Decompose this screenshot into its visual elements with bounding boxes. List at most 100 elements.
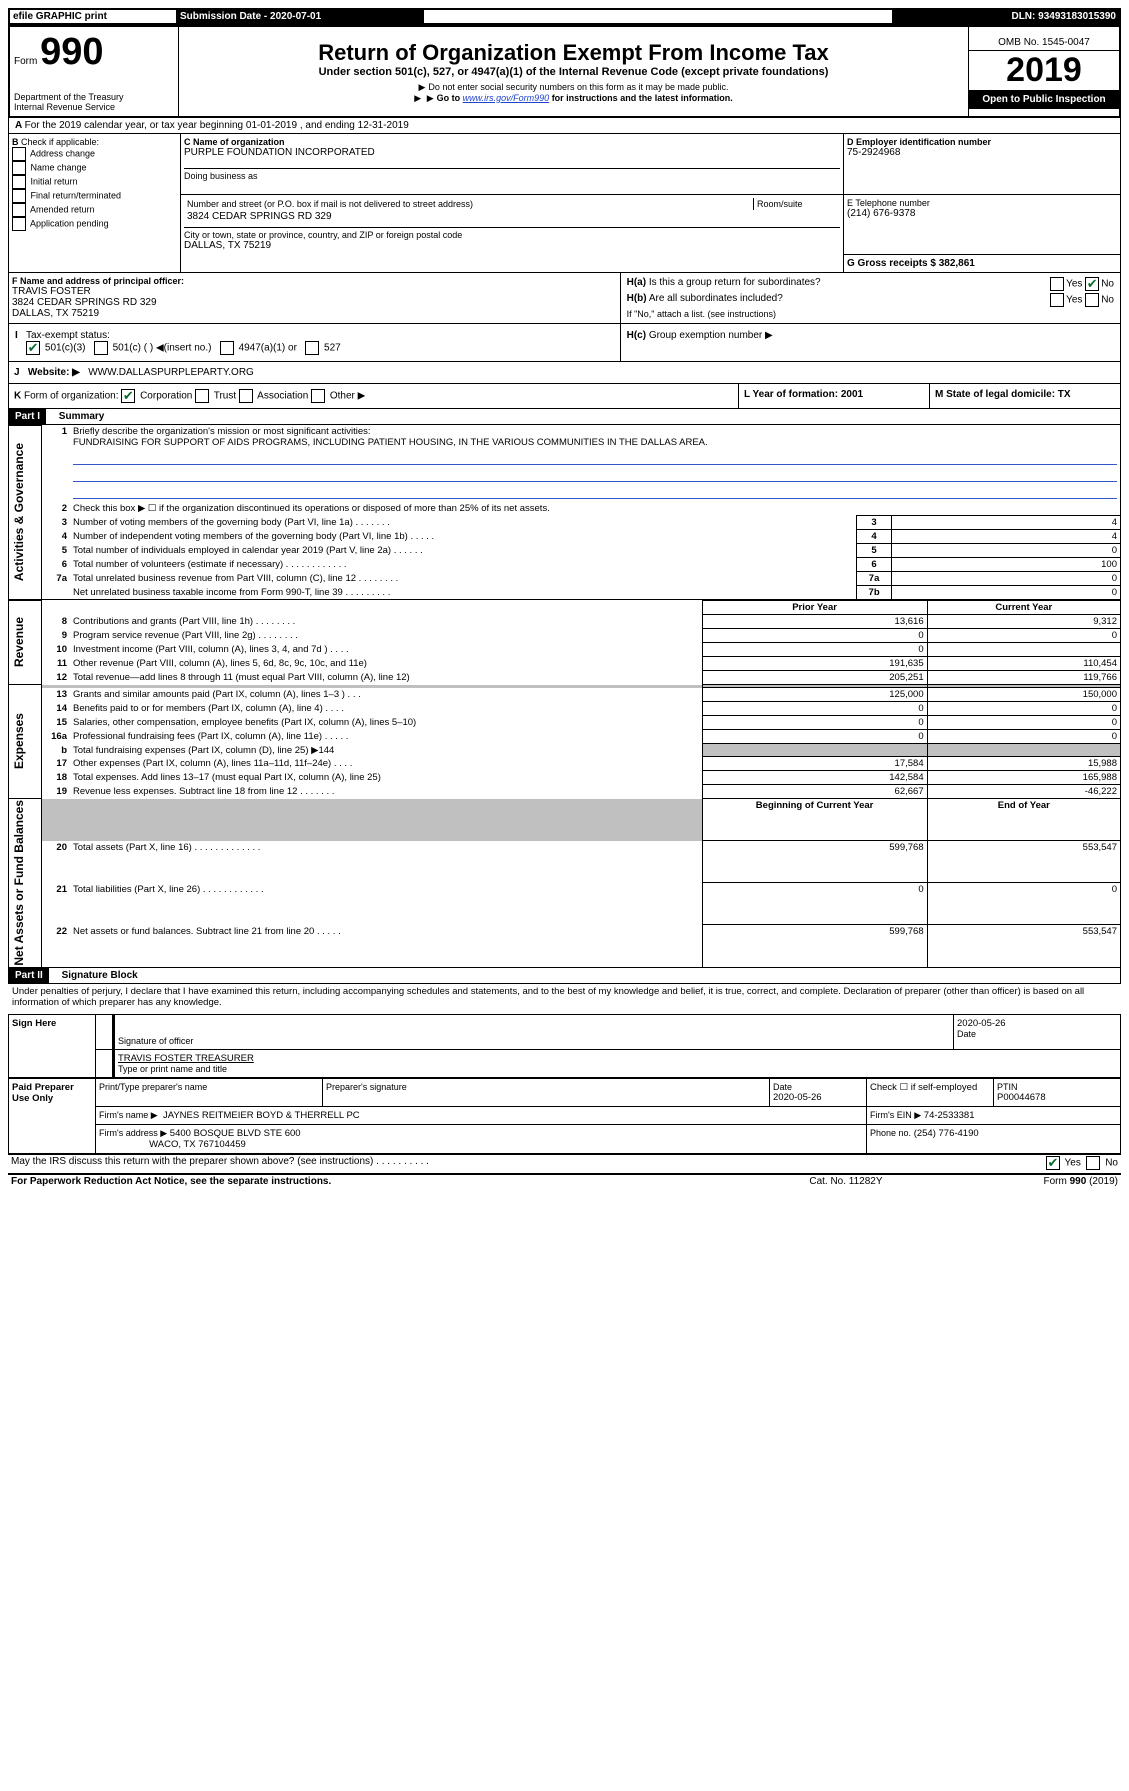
firm-addr2: WACO, TX 767104459 [149,1139,246,1150]
addr-label: Number and street (or P.O. box if mail i… [184,198,754,210]
summary-row: Net unrelated business taxable income fr… [9,586,1121,600]
dept-treasury: Department of the Treasury Internal Reve… [14,92,174,112]
ssn-note: Do not enter social security numbers on … [189,82,958,93]
pp-name-label: Print/Type preparer's name [99,1082,319,1092]
cb-other[interactable] [311,389,325,403]
goto-note: Go to www.irs.gov/Form990 for instructio… [189,93,958,104]
ha-no[interactable] [1085,277,1099,291]
subtitle: Under section 501(c), 527, or 4947(a)(1)… [189,66,958,78]
summary-row: 14 Benefits paid to or for members (Part… [9,702,1121,716]
pp-date-label: Date [773,1082,863,1092]
pp-sig-label: Preparer's signature [326,1082,766,1092]
summary-row: 4 Number of independent voting members o… [9,530,1121,544]
perjury-text: Under penalties of perjury, I declare th… [8,984,1121,1010]
checkbox-address-change[interactable] [12,147,26,161]
footer-right: Form 990 (2019) [937,1174,1121,1188]
checkbox-name-change[interactable] [12,161,26,175]
submission-date: Submission Date - 2020-07-01 [177,9,424,24]
officer-label: F Name and address of principal officer: [12,276,184,286]
sig-date: 2020-05-26 [957,1018,1117,1029]
tax-year: 2019 [969,51,1119,90]
tax-period: A For the 2019 calendar year, or tax yea… [8,118,1121,134]
hb-note: If "No," attach a list. (see instruction… [624,308,1117,320]
open-public-badge: Open to Public Inspection [969,90,1119,109]
footer-left: For Paperwork Reduction Act Notice, see … [11,1176,331,1187]
summary-row: 21 Total liabilities (Part X, line 26) .… [9,883,1121,925]
type-name-label: Type or print name and title [118,1064,1117,1074]
dln: DLN: 93493183015390 [893,9,1121,24]
summary-row: 12 Total revenue—add lines 8 through 11 … [9,671,1121,685]
ptin-value: P00044678 [997,1092,1117,1103]
ha-yes[interactable] [1050,277,1064,291]
firm-ein-label: Firm's EIN ▶ [870,1110,921,1120]
part1-tab: Part I [9,409,46,424]
firm-phone-label: Phone no. [870,1128,911,1138]
summary-row: b Total fundraising expenses (Part IX, c… [9,744,1121,757]
cb-4947[interactable] [220,341,234,355]
group-governance: Activities & Governance [12,443,26,581]
summary-row: 15 Salaries, other compensation, employe… [9,716,1121,730]
firm-name-label: Firm's name ▶ [99,1110,158,1120]
discuss-label: May the IRS discuss this return with the… [8,1154,975,1171]
dba-label: Doing business as [184,168,840,181]
firm-ein: 74-2533381 [924,1110,975,1121]
sig-officer-label: Signature of officer [118,1036,950,1046]
cb-501c3[interactable] [26,341,40,355]
gross-receipts: G Gross receipts $ 382,861 [847,258,975,269]
discuss-no[interactable] [1086,1156,1100,1170]
hb-yes[interactable] [1050,293,1064,307]
hb-label: Are all subordinates included? [649,293,783,304]
officer-addr2: DALLAS, TX 75219 [12,308,617,319]
checkbox-app-pending[interactable] [12,217,26,231]
website-value[interactable]: WWW.DALLASPURPLEPARTY.ORG [88,367,254,378]
page-title: Return of Organization Exempt From Incom… [189,40,958,66]
form-label: Form [14,56,37,67]
org-address: 3824 CEDAR SPRINGS RD 329 [184,210,754,223]
website-label: Website: ▶ [28,367,80,378]
summary-row: 13 Grants and similar amounts paid (Part… [9,688,1121,702]
cb-501c[interactable] [94,341,108,355]
firm-addr-label: Firm's address ▶ [99,1128,167,1138]
checkbox-amended[interactable] [12,203,26,217]
officer-typed-name: TRAVIS FOSTER TREASURER [118,1053,1117,1064]
irs-link[interactable]: www.irs.gov/Form990 [463,93,550,103]
section-b: B Check if applicable: Address change Na… [9,134,181,272]
sig-date-label: Date [957,1029,1117,1039]
summary-row: 22 Net assets or fund balances. Subtract… [9,925,1121,967]
firm-name: JAYNES REITMEIER BOYD & THERRELL PC [163,1110,360,1121]
summary-row: 8 Contributions and grants (Part VIII, l… [9,615,1121,629]
cb-527[interactable] [305,341,319,355]
efile-button[interactable]: efile GRAPHIC print [9,9,177,24]
q1-text: FUNDRAISING FOR SUPPORT OF AIDS PROGRAMS… [73,437,708,448]
summary-row: 9 Program service revenue (Part VIII, li… [9,629,1121,643]
state-domicile: M State of legal domicile: TX [930,384,1121,409]
footer-center: Cat. No. 11282Y [755,1174,936,1188]
pp-date: 2020-05-26 [773,1092,863,1103]
summary-row: 10 Investment income (Part VIII, column … [9,643,1121,657]
sign-here-label: Sign Here [9,1014,96,1077]
summary-row: 11 Other revenue (Part VIII, column (A),… [9,657,1121,671]
discuss-yes[interactable] [1046,1156,1060,1170]
org-name: PURPLE FOUNDATION INCORPORATED [184,147,840,158]
part2-tab: Part II [9,968,49,983]
part2-subtitle: Signature Block [62,970,138,981]
ein-label: D Employer identification number [847,137,991,147]
checkbox-final-return[interactable] [12,189,26,203]
hb-no[interactable] [1085,293,1099,307]
tax-exempt-label: Tax-exempt status: [26,330,110,341]
officer-name: TRAVIS FOSTER [12,286,617,297]
cb-corp[interactable] [121,389,135,403]
city-label: City or town, state or province, country… [184,227,840,240]
firm-addr1: 5400 BOSQUE BLVD STE 600 [170,1128,301,1139]
ptin-label: PTIN [997,1082,1117,1092]
cb-trust[interactable] [195,389,209,403]
summary-row: 6 Total number of volunteers (estimate i… [9,558,1121,572]
org-city: DALLAS, TX 75219 [184,240,840,251]
room-label: Room/suite [754,198,841,210]
checkbox-initial-return[interactable] [12,175,26,189]
org-name-label: C Name of organization [184,137,840,147]
paid-preparer-label: Paid Preparer Use Only [9,1078,96,1153]
cb-assoc[interactable] [239,389,253,403]
summary-row: 7a Total unrelated business revenue from… [9,572,1121,586]
summary-row: 16a Professional fundraising fees (Part … [9,730,1121,744]
